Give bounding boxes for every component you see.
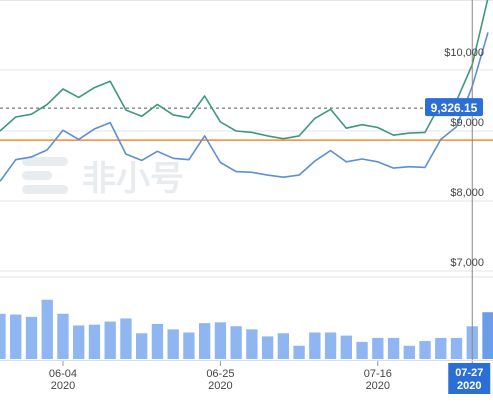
watermark-logo-bar	[22, 171, 52, 180]
reference-lines	[0, 107, 493, 141]
volume-bar	[387, 337, 400, 359]
volume-bar	[214, 322, 227, 359]
hover-date-day: 07-27	[455, 367, 483, 379]
volume-bar	[198, 323, 211, 359]
watermark-logo-bar	[22, 185, 68, 194]
volume-bar	[136, 333, 148, 359]
watermark-text: 非小号	[82, 160, 184, 198]
watermark-logo-bar	[22, 157, 68, 166]
x-tick-label-date: 07-16	[364, 368, 392, 380]
current-price-value: 9,326.15	[431, 101, 478, 115]
y-tick-label: $9,000	[450, 117, 484, 129]
x-tick-label-year: 2020	[51, 380, 75, 392]
volume-bar	[57, 313, 69, 359]
x-tick-label-date: 06-04	[49, 368, 77, 380]
current-price-tag: 9,326.15	[425, 98, 483, 117]
volume-bar	[230, 326, 242, 359]
volume-bar	[10, 314, 22, 359]
upper-price-line	[0, 0, 489, 140]
current-price-tag-background	[425, 98, 483, 117]
volume-bar	[340, 335, 352, 359]
y-tick-label: $7,000	[450, 257, 484, 269]
y-axis: $7,000 $8,000 $9,000 $10,000	[444, 47, 484, 269]
volume-bar	[25, 316, 38, 359]
grid-layer	[0, 0, 493, 278]
volume-bar	[246, 329, 258, 359]
volume-bar	[88, 324, 101, 359]
volume-bar	[167, 329, 179, 359]
x-tick-label-date: 06-25	[206, 368, 234, 380]
volume-bar	[73, 325, 85, 359]
volume-bar	[450, 337, 463, 359]
volume-bar	[356, 341, 368, 359]
volume-bar	[324, 332, 337, 359]
volume-bar	[120, 318, 132, 359]
y-tick-label: $8,000	[450, 187, 484, 199]
watermark: 非小号	[22, 157, 184, 198]
volume-bar	[419, 341, 431, 359]
volume-bar	[403, 345, 415, 359]
volume-bars	[0, 299, 493, 359]
volume-bar	[293, 345, 305, 359]
volume-bar	[277, 333, 290, 359]
y-tick-label: $10,000	[444, 47, 484, 59]
volume-bar	[309, 332, 321, 359]
hover-date-tag-background	[448, 363, 491, 394]
volume-bar	[183, 332, 195, 359]
watermark-logo-icon	[22, 157, 68, 194]
x-tick-label-year: 2020	[366, 380, 390, 392]
volume-bar	[261, 336, 274, 359]
hover-date-tag: 07-27 2020	[448, 363, 491, 394]
price-series	[0, 0, 489, 182]
volume-bar	[104, 321, 116, 359]
volume-bar	[372, 337, 384, 359]
x-tick-label-year: 2020	[208, 380, 232, 392]
volume-bar	[0, 313, 6, 359]
volume-bar	[151, 323, 164, 359]
volume-bar	[41, 299, 53, 359]
lower-price-line	[0, 32, 489, 182]
hover-date-year: 2020	[457, 380, 481, 392]
volume-bar	[482, 312, 493, 359]
volume-bar	[435, 337, 447, 359]
